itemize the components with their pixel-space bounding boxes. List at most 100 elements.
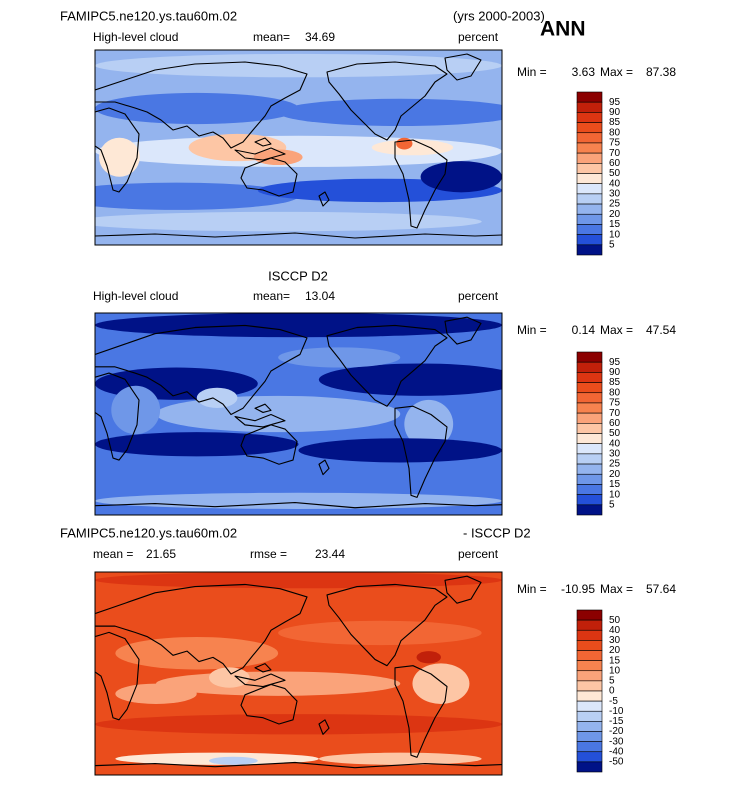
colorbar-label: 60 — [609, 158, 621, 169]
colorbar-box — [576, 741, 603, 753]
min-label: Min = — [517, 323, 547, 337]
mean-label: mean= — [253, 289, 290, 303]
contour-region — [95, 432, 299, 457]
colorbar-box — [576, 494, 603, 506]
colorbar-label: -20 — [609, 726, 624, 737]
colorbar-label: 25 — [609, 459, 621, 470]
colorbar-label: 75 — [609, 138, 621, 149]
min-label: Min = — [517, 582, 547, 596]
contour-region — [318, 752, 482, 765]
colorbar-box — [576, 710, 603, 722]
colorbar-label: 15 — [609, 479, 621, 490]
colorbar-label: 10 — [609, 229, 621, 240]
colorbar-label: 30 — [609, 635, 621, 646]
mean-label: mean = — [93, 547, 133, 561]
contour-region — [396, 137, 413, 150]
colorbar-box — [576, 132, 603, 144]
contour-region — [208, 756, 258, 765]
contour-region — [95, 211, 482, 232]
units: percent — [458, 30, 499, 44]
colorbar-box — [576, 224, 603, 235]
colorbar-box — [576, 372, 603, 383]
mean-label: mean= — [253, 30, 290, 44]
contour-region — [298, 438, 502, 463]
rmse: 23.44 — [315, 547, 345, 561]
contour-region — [420, 161, 502, 193]
colorbar-label: 95 — [609, 97, 621, 108]
colorbar-label: -15 — [609, 716, 624, 727]
colorbar-box — [576, 173, 603, 184]
colorbar-label: 15 — [609, 219, 621, 230]
max-label: Max = — [600, 582, 633, 596]
contour-region — [278, 98, 502, 127]
colorbar-box — [576, 163, 603, 174]
contour-region — [111, 385, 161, 435]
contour-region — [95, 492, 502, 509]
colorbar-label: 15 — [609, 655, 621, 666]
colorbar-label: 30 — [609, 449, 621, 460]
colorbar-box — [576, 721, 603, 732]
colorbar-box — [576, 731, 603, 742]
min: 3.63 — [572, 65, 596, 79]
colorbar-box — [576, 193, 603, 205]
map-frame — [94, 49, 503, 246]
min-label: Min = — [517, 65, 547, 79]
colorbar-box — [576, 761, 603, 773]
colorbar-label: 90 — [609, 367, 621, 378]
colorbar-label: 90 — [609, 107, 621, 118]
colorbar-box — [576, 660, 603, 672]
contour-region — [278, 620, 482, 646]
colorbar-box — [576, 433, 603, 444]
contour-region — [95, 714, 502, 735]
contour-region — [95, 313, 502, 338]
colorbar-label: 25 — [609, 199, 621, 210]
min: 0.14 — [572, 323, 596, 337]
figure-title: FAMIPC5.ne120.ys.tau60m.02 — [60, 8, 237, 23]
contour-region — [115, 636, 279, 670]
max-label: Max = — [600, 65, 633, 79]
contour-region — [404, 399, 454, 449]
units: percent — [458, 547, 499, 561]
contour-region — [278, 347, 401, 368]
colorbar-label: 85 — [609, 117, 621, 128]
colorbar-label: -10 — [609, 706, 624, 717]
colorbar-label: 40 — [609, 625, 621, 636]
contour-region — [95, 182, 299, 210]
rmse-label: rmse = — [250, 547, 287, 561]
mean: 21.65 — [146, 547, 176, 561]
variable: High-level cloud — [93, 30, 178, 44]
colorbar-box — [576, 213, 603, 225]
colorbar-box — [576, 361, 603, 373]
contour-region — [196, 387, 238, 408]
years: (yrs 2000-2003) — [453, 8, 545, 23]
colorbar-label: 20 — [609, 645, 621, 656]
max-label: Max = — [600, 323, 633, 337]
colorbar-box — [576, 453, 603, 465]
contour-region — [208, 667, 250, 688]
contour-region — [115, 683, 197, 704]
colorbar-box — [576, 484, 603, 495]
contour-region — [95, 92, 299, 125]
colorbar-label: 30 — [609, 189, 621, 200]
contour-region — [95, 572, 502, 589]
colorbar-box — [576, 351, 603, 363]
colorbar-box — [576, 183, 603, 195]
colorbar-label: -5 — [609, 696, 618, 707]
max: 87.38 — [646, 65, 676, 79]
panel-title-right: - ISCCP D2 — [463, 525, 531, 540]
colorbar-box — [576, 142, 603, 154]
colorbar-box — [576, 122, 603, 134]
colorbar-label: 0 — [609, 686, 615, 697]
contour-region — [99, 137, 140, 177]
variable: High-level cloud — [93, 289, 178, 303]
colorbar-box — [576, 402, 603, 414]
contour-region — [95, 53, 502, 78]
colorbar-label: 60 — [609, 418, 621, 429]
colorbar-label: 80 — [609, 387, 621, 398]
colorbar-box — [576, 244, 603, 256]
max: 47.54 — [646, 323, 676, 337]
colorbar-label: 80 — [609, 127, 621, 138]
colorbar-label: -40 — [609, 746, 624, 757]
